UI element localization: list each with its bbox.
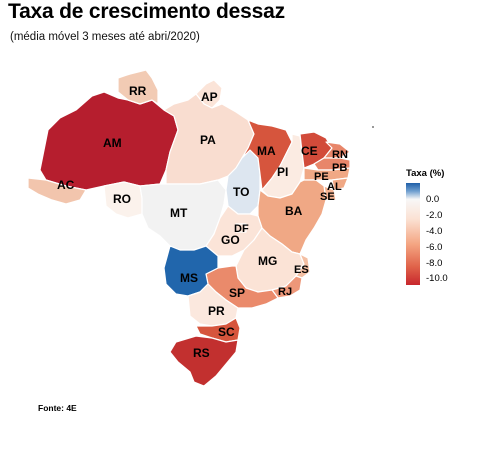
label-sc: SC	[218, 325, 235, 339]
legend-tick-3: -6.0	[426, 242, 443, 253]
state-df[interactable]	[235, 223, 247, 233]
legend-tick-1: -2.0	[426, 210, 443, 221]
label-mt: MT	[170, 206, 188, 220]
label-rr: RR	[129, 84, 147, 98]
label-ce: CE	[301, 144, 318, 158]
legend-tick-4: -8.0	[426, 258, 443, 269]
label-ac: AC	[57, 178, 75, 192]
label-am: AM	[103, 136, 122, 150]
label-se: SE	[320, 191, 335, 203]
label-sp: SP	[229, 286, 245, 300]
state-rs[interactable]	[169, 335, 239, 387]
state-go[interactable]	[205, 205, 263, 257]
state-al[interactable]	[331, 177, 349, 191]
state-sc[interactable]	[195, 317, 241, 343]
legend-tick-5: -10.0	[426, 273, 448, 284]
label-ro: RO	[113, 192, 131, 206]
label-ap: AP	[201, 90, 218, 104]
map-mark	[372, 126, 374, 128]
label-go: GO	[221, 233, 240, 247]
label-rs: RS	[193, 346, 210, 360]
label-ms: MS	[180, 271, 198, 285]
label-pe: PE	[314, 171, 329, 183]
legend-tick-2: -4.0	[426, 226, 443, 237]
legend-tick-0: 0.0	[426, 194, 440, 205]
state-ac[interactable]	[27, 177, 87, 205]
label-rj: RJ	[278, 286, 292, 298]
source-note: Fonte: 4E	[38, 403, 77, 413]
label-rn: RN	[332, 149, 348, 161]
chart-subtitle: (média móvel 3 meses até abri/2020)	[10, 31, 200, 43]
label-pr: PR	[208, 304, 225, 318]
state-rr[interactable]	[117, 69, 159, 105]
label-mg: MG	[258, 254, 277, 268]
label-ba: BA	[285, 204, 303, 218]
label-pb: PB	[332, 162, 347, 174]
label-pa: PA	[200, 133, 216, 147]
label-to: TO	[233, 185, 249, 199]
label-df: DF	[234, 223, 249, 235]
state-rj[interactable]	[271, 275, 303, 299]
state-ms[interactable]	[163, 245, 219, 297]
label-al: AL	[327, 181, 342, 193]
label-es: ES	[294, 264, 309, 276]
legend-title: Taxa (%)	[406, 168, 445, 179]
legend-color-bar	[406, 183, 420, 285]
label-ma: MA	[257, 144, 276, 158]
label-pi: PI	[277, 165, 288, 179]
chart-title: Taxa de crescimento dessaz	[8, 0, 285, 23]
state-pr[interactable]	[187, 283, 239, 327]
